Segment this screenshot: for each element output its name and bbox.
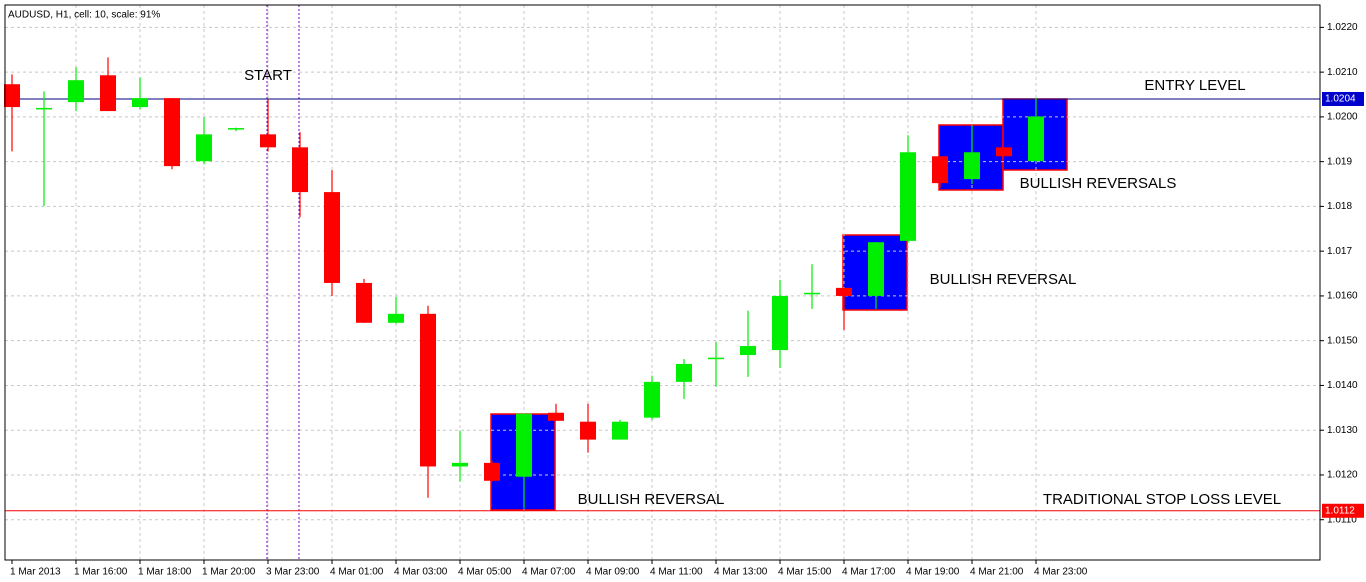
candle-body: [324, 192, 340, 283]
annotation: BULLISH REVERSALS: [1020, 175, 1177, 192]
candle-body: [36, 107, 52, 110]
annotation: BULLISH REVERSAL: [578, 491, 725, 508]
x-tick-label: 1 Mar 20:00: [202, 567, 256, 578]
plot-frame: [4, 4, 1321, 561]
chart-title: AUDUSD, H1, cell: 10, scale: 91%: [8, 10, 160, 21]
x-tick-label: 4 Mar 01:00: [330, 567, 384, 578]
candle-body: [228, 128, 244, 130]
candle-body: [580, 421, 596, 440]
x-tick-label: 1 Mar 2013: [10, 567, 61, 578]
x-tick-label: 1 Mar 16:00: [74, 567, 128, 578]
levels: [5, 98, 1320, 512]
candles: [4, 57, 1044, 509]
x-tick-label: 4 Mar 11:00: [650, 567, 703, 578]
candle-body: [260, 134, 276, 148]
x-tick-label: 3 Mar 23:00: [266, 567, 320, 578]
candle-body: [804, 292, 820, 295]
candle-body: [900, 152, 916, 241]
level-label: 1.0204: [1325, 94, 1356, 105]
x-tick-label: 4 Mar 09:00: [586, 567, 640, 578]
candle-body: [612, 421, 628, 440]
y-tick-label: 1.0130: [1327, 425, 1358, 436]
candle-body: [420, 313, 436, 467]
x-tick-label: 4 Mar 17:00: [842, 567, 896, 578]
y-tick-label: 1.019: [1327, 156, 1352, 167]
y-tick-label: 1.0150: [1327, 335, 1358, 346]
candle-body: [740, 346, 756, 356]
annotation: START: [244, 67, 292, 84]
candle-body: [292, 147, 308, 193]
candle-body: [484, 462, 500, 481]
x-tick-label: 1 Mar 18:00: [138, 567, 192, 578]
y-tick-label: 1.0160: [1327, 291, 1358, 302]
candle-body: [196, 134, 212, 162]
candle-body: [68, 80, 84, 103]
x-tick-label: 4 Mar 19:00: [906, 567, 960, 578]
x-tick-label: 4 Mar 21:00: [970, 567, 1024, 578]
candle-body: [1028, 116, 1044, 162]
annotation: TRADITIONAL STOP LOSS LEVEL: [1043, 491, 1281, 508]
annotation: BULLISH REVERSAL: [930, 271, 1077, 288]
candle-body: [772, 295, 788, 351]
level-label-bg: [1322, 503, 1364, 518]
x-tick-label: 4 Mar 03:00: [394, 567, 448, 578]
x-tick-label: 4 Mar 23:00: [1034, 567, 1088, 578]
x-tick-label: 4 Mar 15:00: [778, 567, 832, 578]
candle-body: [708, 357, 724, 360]
candle-body: [548, 412, 564, 421]
level-label-bg: [1322, 91, 1364, 106]
y-tick-label: 1.0120: [1327, 470, 1358, 481]
y-tick-label: 1.0210: [1327, 67, 1358, 78]
candle-body: [644, 381, 660, 418]
candle-body: [836, 287, 852, 296]
candle-body: [516, 413, 532, 477]
candle-body: [388, 313, 404, 323]
y-tick-label: 1.017: [1327, 246, 1352, 257]
candle-body: [868, 242, 884, 296]
candle-body: [676, 363, 692, 382]
candle-body: [932, 156, 948, 184]
x-tick-label: 4 Mar 05:00: [458, 567, 512, 578]
candle-body: [100, 75, 116, 112]
y-tick-label: 1.0220: [1327, 22, 1358, 33]
candle-body: [132, 98, 148, 108]
y-tick-label: 1.0140: [1327, 380, 1358, 391]
candle-body: [356, 282, 372, 323]
annotation: ENTRY LEVEL: [1144, 77, 1245, 94]
grid: [5, 5, 1320, 560]
x-tick-label: 4 Mar 13:00: [714, 567, 768, 578]
level-label: 1.0112: [1325, 505, 1355, 516]
candle-body: [4, 84, 20, 108]
candle-body: [964, 152, 980, 180]
y-tick-label: 1.0110: [1327, 514, 1357, 525]
y-tick-label: 1.0200: [1327, 112, 1358, 123]
candle-body: [452, 462, 468, 467]
candle-body: [164, 98, 180, 167]
x-tick-label: 4 Mar 07:00: [522, 567, 576, 578]
candle-body: [996, 147, 1012, 157]
y-tick-label: 1.018: [1327, 201, 1352, 212]
